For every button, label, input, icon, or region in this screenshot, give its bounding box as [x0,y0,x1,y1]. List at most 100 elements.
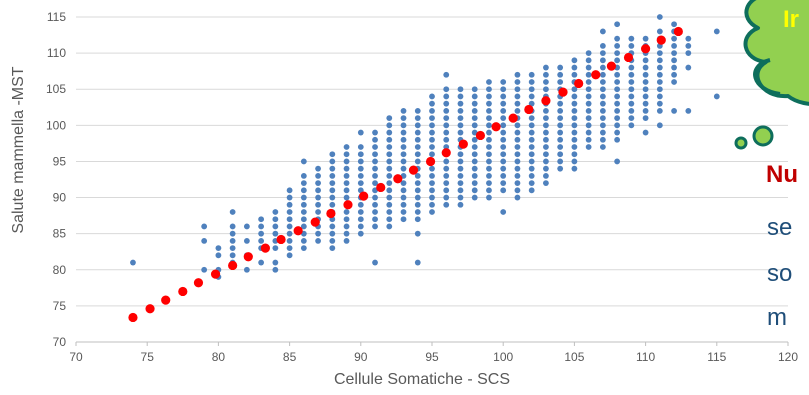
observed-point [400,180,407,187]
observed-point [400,158,407,165]
observed-point [471,144,478,150]
observed-point [457,187,464,194]
observed-point [300,245,307,252]
x-tick-label: 100 [493,350,513,364]
fitted-point [393,174,403,184]
observed-point [656,100,663,107]
observed-point [286,252,293,259]
observed-point [571,115,578,122]
observed-point [414,216,421,223]
observed-point [514,122,521,129]
observed-point [357,151,364,158]
observed-point [514,93,521,100]
observed-point [571,93,578,100]
observed-point [386,158,393,165]
observed-point [557,122,564,129]
observed-point [258,216,265,223]
observed-point [414,201,421,208]
observed-point [671,64,677,71]
observed-point [500,107,507,114]
observed-point [571,71,578,78]
callout-bubble-small [734,136,748,150]
observed-point [543,86,549,93]
observed-point [599,129,606,136]
observed-point [671,79,677,85]
observed-point [201,266,208,273]
observed-point [329,194,336,201]
observed-point [528,172,535,179]
callout-body-bold-fragment: Nu [766,161,798,188]
observed-point [514,144,521,150]
observed-point [571,100,578,107]
observed-point [429,129,435,136]
observed-point [486,144,492,150]
observed-point [372,136,378,143]
observed-point [315,187,321,194]
observed-point [571,158,578,165]
observed-point [614,42,621,49]
observed-point [357,172,364,179]
observed-point [528,158,535,165]
fitted-point [591,70,601,80]
observed-point [543,165,549,172]
observed-point [500,115,507,122]
observed-point [614,122,621,129]
observed-point [343,172,350,179]
observed-point [585,86,592,93]
observed-point [500,86,507,93]
fitted-point [441,148,451,158]
observed-point [614,107,621,114]
observed-point [457,115,464,122]
observed-point [300,237,307,244]
observed-point [471,115,478,122]
observed-point [543,71,549,78]
observed-point [429,151,435,158]
observed-point [272,259,279,266]
observed-point [599,42,606,49]
observed-point [500,93,507,100]
observed-point [656,64,663,71]
observed-point [372,216,378,223]
observed-point [713,28,720,35]
observed-point [642,93,649,100]
observed-point [286,245,293,252]
observed-point [486,136,492,143]
observed-point [229,237,236,244]
observed-point [557,165,564,172]
observed-point [614,86,621,93]
observed-point [599,86,606,93]
observed-point [357,209,364,215]
observed-point [357,223,364,230]
observed-point [614,57,621,64]
observed-point [471,180,478,187]
observed-point [614,136,621,143]
x-tick-label: 70 [69,350,83,364]
observed-point [528,86,535,93]
observed-point [329,180,336,187]
observed-point [486,115,492,122]
observed-point [543,79,549,85]
fitted-point [326,208,336,219]
observed-point [300,187,307,194]
fitted-point [475,130,486,141]
observed-point [486,79,492,85]
observed-point [229,223,236,230]
observed-point [514,151,521,158]
observed-point [656,93,663,100]
observed-point [628,86,635,93]
observed-point [343,144,350,150]
observed-point [642,64,649,71]
observed-point [599,115,606,122]
observed-point [315,180,321,187]
observed-point [599,50,606,57]
observed-point [656,50,663,57]
observed-point [571,57,578,64]
observed-point [500,144,507,150]
observed-point [471,86,478,93]
observed-point [414,259,421,266]
observed-point [628,100,635,107]
observed-point [429,122,435,129]
observed-point [457,129,464,136]
observed-point [528,165,535,172]
observed-point [614,115,621,122]
